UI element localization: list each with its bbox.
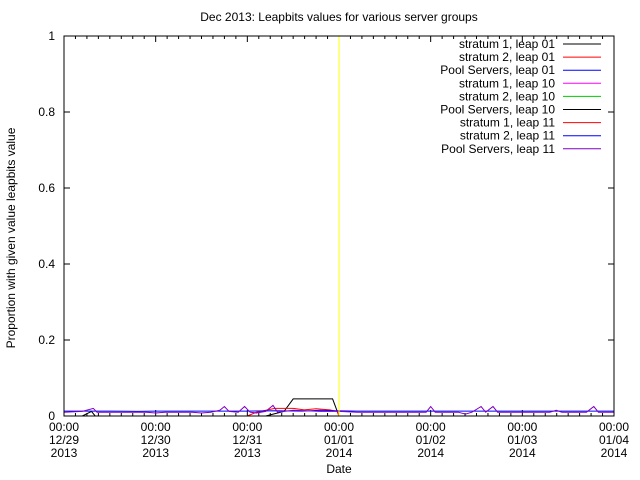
x-tick-label-line: 2014 [601, 446, 628, 460]
x-tick-label: 00:00 01/03 2014 [507, 420, 537, 460]
y-tick-label: 0.6 [38, 181, 55, 195]
x-tick-label: 00:00 01/04 2014 [599, 420, 629, 460]
y-tick-label: 0 [48, 409, 55, 423]
x-tick-label-line: 00:00 [232, 420, 262, 434]
legend-label: stratum 2, leap 11 [460, 129, 555, 143]
legend-label: Pool Servers, leap 11 [441, 142, 555, 156]
x-tick-label-line: 2014 [417, 446, 444, 460]
x-tick-label-line: 00:00 [507, 420, 537, 434]
x-tick-label-line: 2013 [234, 446, 261, 460]
x-tick-label-line: 2013 [142, 446, 169, 460]
series-line-8 [63, 404, 614, 415]
series-line-0 [64, 398, 614, 417]
y-tick-label: 1 [48, 29, 55, 43]
x-tick-label-line: 2014 [326, 446, 353, 460]
x-tick-label-line: 12/30 [141, 433, 171, 447]
x-tick-label-line: 01/04 [599, 433, 629, 447]
x-tick-label-line: 00:00 [49, 420, 79, 434]
y-tick-label: 0.2 [38, 333, 55, 347]
x-tick-label-line: 01/02 [416, 433, 446, 447]
legend-label: Pool Servers, leap 01 [440, 63, 555, 77]
x-tick-label-line: 01/03 [507, 433, 537, 447]
x-tick-label-line: 2014 [509, 446, 536, 460]
x-tick-label-line: 12/31 [232, 433, 262, 447]
x-tick-label-line: 12/29 [49, 433, 79, 447]
x-tick-label-line: 00:00 [324, 420, 354, 434]
x-tick-label-line: 2013 [51, 446, 78, 460]
x-tick-label-line: 00:00 [141, 420, 171, 434]
legend-label: stratum 1, leap 11 [460, 116, 555, 130]
chart-title: Dec 2013: Leapbits values for various se… [200, 10, 477, 24]
x-tick-label-line: 01/01 [324, 433, 354, 447]
legend-label: Pool Servers, leap 10 [440, 103, 555, 117]
x-tick-label: 00:00 12/29 2013 [49, 420, 79, 460]
x-tick-label: 00:00 01/01 2014 [324, 420, 354, 460]
legend-label: stratum 2, leap 10 [459, 89, 555, 103]
y-axis-label: Proportion with given value leapbits val… [4, 127, 18, 348]
series-line-1 [64, 407, 614, 417]
x-tick-label-line: 00:00 [416, 420, 446, 434]
legend-label: stratum 1, leap 01 [459, 37, 555, 51]
x-tick-label: 00:00 12/31 2013 [232, 420, 262, 460]
legend-label: stratum 1, leap 10 [459, 76, 555, 90]
legend-label: stratum 2, leap 01 [459, 50, 555, 64]
x-tick-label: 00:00 01/02 2014 [416, 420, 446, 460]
y-tick-label: 0.8 [38, 105, 55, 119]
plot-frame [63, 35, 615, 417]
y-tick-label: 0.4 [38, 257, 55, 271]
x-tick-label-line: 00:00 [599, 420, 629, 434]
x-tick-label: 00:00 12/30 2013 [141, 420, 171, 460]
x-axis-label: Date [326, 462, 352, 476]
